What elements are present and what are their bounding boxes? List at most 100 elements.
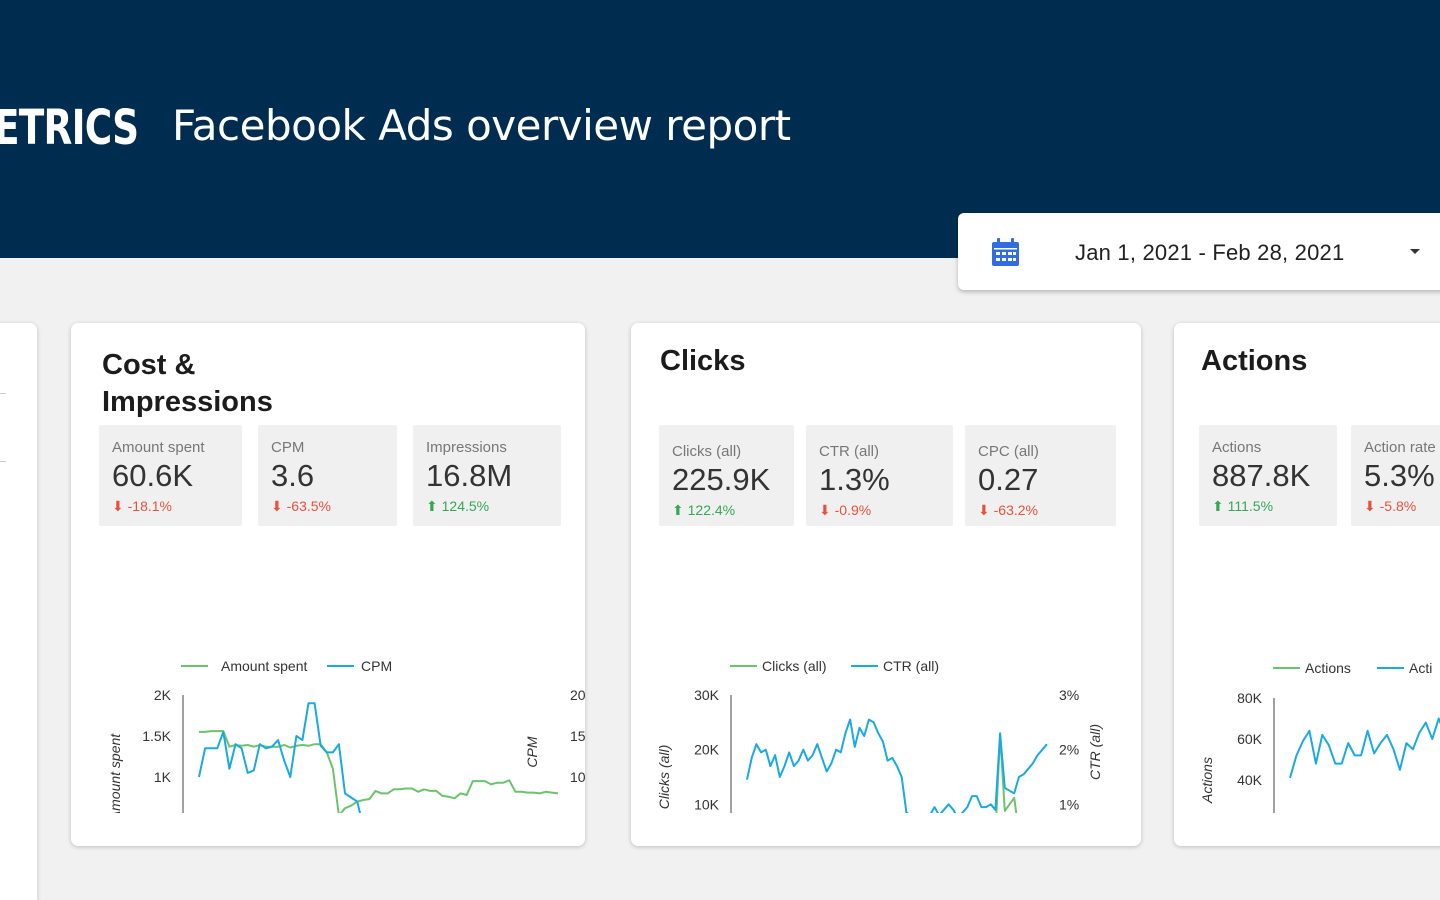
date-range-picker[interactable]: Jan 1, 2021 - Feb 28, 2021 xyxy=(958,213,1440,290)
arrow-down-icon: ⬇ xyxy=(112,498,128,514)
divider xyxy=(0,393,6,394)
legend-label: CPM xyxy=(361,658,392,674)
kpi-delta: ⬇ -0.9% xyxy=(819,502,871,519)
legend-label: Actions xyxy=(1305,660,1351,676)
y-tick-label: 1.5K xyxy=(142,728,171,744)
clicks-panel: Clicks Clicks (all) 225.9K ⬆ 122.4% CTR … xyxy=(631,323,1141,846)
date-range-label: Jan 1, 2021 - Feb 28, 2021 xyxy=(1075,240,1345,265)
y-tick-label: 500 xyxy=(148,810,172,813)
y-axis-title: Amount spent xyxy=(107,733,123,813)
legend-label: Clicks (all) xyxy=(762,658,827,674)
arrow-up-icon: ⬆ xyxy=(426,498,442,514)
panel-title: Clicks xyxy=(660,345,746,377)
kpi-delta: ⬇ -63.2% xyxy=(978,502,1038,519)
arrow-down-icon: ⬇ xyxy=(1364,498,1380,514)
kpi-label: CPM xyxy=(271,439,305,456)
y-tick-label: 30K xyxy=(694,687,720,703)
y2-tick-label: 10 xyxy=(570,769,585,785)
actions-chart: 020K40K60K80KJan 1Jan 13Jan 25ActionsAct… xyxy=(1199,660,1440,813)
kpi-value: 0.27 xyxy=(978,462,1039,497)
y2-tick-label: 15 xyxy=(570,728,585,744)
legend-label: CTR (all) xyxy=(883,658,939,674)
series-line xyxy=(199,730,559,813)
y-tick-label: 40K xyxy=(1237,772,1263,788)
kpi-value: 1.3% xyxy=(819,462,890,497)
panel-title: Cost & Impressions xyxy=(102,349,273,418)
kpi-value: 5.3% xyxy=(1364,458,1435,493)
kpi-delta-value: 111.5% xyxy=(1227,498,1274,514)
arrow-down-icon: ⬇ xyxy=(978,502,994,518)
kpi-delta-value: 124.5% xyxy=(441,498,490,514)
arrow-down-icon: ⬇ xyxy=(271,498,287,514)
y-tick-label: 60K xyxy=(1237,731,1263,747)
y2-tick-label: 20 xyxy=(570,687,585,703)
kpi-cpc[interactable]: CPC (all) 0.27 ⬇ -63.2% xyxy=(965,425,1116,526)
kpi-value: 60.6K xyxy=(112,458,194,493)
y-axis-title: Actions xyxy=(1199,757,1215,804)
divider xyxy=(0,461,6,462)
kpi-ctr[interactable]: CTR (all) 1.3% ⬇ -0.9% xyxy=(806,425,953,526)
series-line xyxy=(746,718,1048,813)
kpi-action-rate[interactable]: Action rate 5.3% ⬇ -5.8% xyxy=(1351,425,1440,526)
kpi-delta-value: -0.9% xyxy=(834,502,872,518)
kpi-label: Impressions xyxy=(426,439,507,456)
kpi-delta: ⬇ -18.1% xyxy=(112,498,172,515)
actions-panel: Actions Actions 887.8K ⬆ 111.5% Action r… xyxy=(1174,323,1440,846)
kpi-delta: ⬆ 122.4% xyxy=(672,502,735,519)
kpi-amount-spent[interactable]: Amount spent 60.6K ⬇ -18.1% xyxy=(99,425,242,526)
y2-tick-label: 3% xyxy=(1059,687,1079,703)
cost-impressions-chart: 05001K1.5K2K05101520Jan 1Jan 13Jan 25Feb… xyxy=(107,658,585,813)
kpi-value: 887.8K xyxy=(1212,458,1311,493)
kpi-delta: ⬆ 124.5% xyxy=(426,498,489,515)
kpi-delta-value: 122.4% xyxy=(687,502,736,518)
left-panel xyxy=(0,323,37,900)
legend-label: Amount spent xyxy=(221,658,307,674)
y-tick-label: 2K xyxy=(154,687,172,703)
series-line xyxy=(198,702,362,813)
y2-tick-label: 5 xyxy=(570,810,578,813)
calendar-icon xyxy=(992,238,1019,266)
kpi-label: Clicks (all) xyxy=(672,443,742,460)
y2-axis-title: CTR (all) xyxy=(1087,724,1103,780)
kpi-label: Action rate xyxy=(1364,439,1436,456)
kpi-delta-value: -5.8% xyxy=(1379,498,1417,514)
panel-title: Actions xyxy=(1201,345,1308,377)
kpi-impressions[interactable]: Impressions 16.8M ⬆ 124.5% xyxy=(413,425,561,526)
kpi-clicks[interactable]: Clicks (all) 225.9K ⬆ 122.4% xyxy=(659,425,794,526)
caret-down-icon[interactable] xyxy=(1410,249,1420,254)
kpi-label: Actions xyxy=(1212,439,1262,456)
arrow-up-icon: ⬆ xyxy=(1212,498,1228,514)
clicks-chart: 010K20K30K0%1%2%3%Jan 1Jan 13Jan 25Feb 6… xyxy=(656,658,1103,813)
y-tick-label: 1K xyxy=(154,769,172,785)
report-header: ETRICS Facebook Ads overview report xyxy=(0,0,1440,258)
kpi-cpm[interactable]: CPM 3.6 ⬇ -63.5% xyxy=(258,425,397,526)
cost-impressions-panel: Cost & Impressions Amount spent 60.6K ⬇ … xyxy=(71,323,585,846)
series-line xyxy=(995,733,1018,813)
kpi-delta-value: -18.1% xyxy=(127,498,172,514)
y-tick-label: 10K xyxy=(694,796,720,812)
arrow-down-icon: ⬇ xyxy=(819,502,835,518)
kpi-delta: ⬇ -5.8% xyxy=(1364,498,1416,515)
y-tick-label: 80K xyxy=(1237,690,1263,706)
y2-tick-label: 2% xyxy=(1059,742,1079,758)
y-axis-title: Clicks (all) xyxy=(656,745,672,810)
kpi-label: Amount spent xyxy=(112,439,205,456)
kpi-label: CTR (all) xyxy=(819,443,879,460)
y-tick-label: 20K xyxy=(694,742,720,758)
series-line xyxy=(1289,717,1440,779)
kpi-label: CPC (all) xyxy=(978,443,1039,460)
y2-tick-label: 1% xyxy=(1059,796,1079,812)
y2-axis-title: CPM xyxy=(524,736,540,767)
page-title: Facebook Ads overview report xyxy=(172,101,791,150)
legend-label: Acti xyxy=(1409,660,1432,676)
kpi-delta-value: -63.5% xyxy=(286,498,331,514)
kpi-delta-value: -63.2% xyxy=(993,502,1038,518)
arrow-up-icon: ⬆ xyxy=(672,502,688,518)
kpi-delta: ⬆ 111.5% xyxy=(1212,498,1273,515)
kpi-value: 16.8M xyxy=(426,458,513,493)
kpi-actions[interactable]: Actions 887.8K ⬆ 111.5% xyxy=(1199,425,1337,526)
kpi-value: 225.9K xyxy=(672,462,771,497)
kpi-delta: ⬇ -63.5% xyxy=(271,498,331,515)
kpi-value: 3.6 xyxy=(271,458,315,493)
brand-logo: ETRICS xyxy=(0,100,139,156)
